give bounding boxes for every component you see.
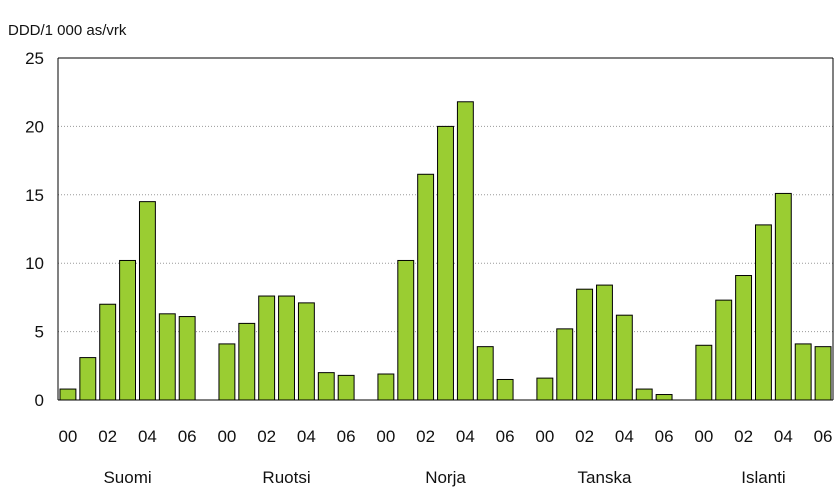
bar — [158, 313, 176, 401]
x-tick-label: 06 — [337, 427, 356, 446]
x-tick-label: 00 — [694, 427, 713, 446]
bar — [456, 101, 474, 401]
bar — [695, 344, 713, 401]
bar — [99, 303, 117, 401]
x-tick-label: 06 — [814, 427, 833, 446]
bar — [814, 346, 832, 401]
bar — [476, 346, 494, 401]
y-tick-label: 15 — [25, 186, 44, 205]
bar — [655, 394, 673, 401]
bar — [377, 373, 395, 401]
x-tick-label: 04 — [138, 427, 157, 446]
group-label: Tanska — [578, 468, 632, 487]
group-label: Suomi — [103, 468, 151, 487]
y-tick-label: 20 — [25, 117, 44, 136]
bar — [119, 259, 136, 401]
bar — [715, 299, 733, 401]
bar — [635, 388, 653, 401]
bar — [317, 372, 335, 401]
x-tick-label: 02 — [575, 427, 594, 446]
bar — [536, 377, 554, 401]
bar — [755, 224, 772, 401]
bar — [337, 374, 355, 401]
x-tick-label: 02 — [98, 427, 117, 446]
x-tick-label: 04 — [456, 427, 475, 446]
y-axis-label: DDD/1 000 as/vrk — [8, 22, 127, 39]
x-tick-label: 00 — [376, 427, 395, 446]
y-tick-label: 5 — [35, 323, 44, 342]
x-tick-label: 00 — [535, 427, 554, 446]
x-tick-label: 04 — [774, 427, 793, 446]
x-tick-label: 00 — [58, 427, 77, 446]
bar — [576, 288, 594, 401]
x-tick-label: 04 — [615, 427, 634, 446]
x-tick-label: 02 — [734, 427, 753, 446]
bar — [794, 343, 812, 401]
y-tick-label: 25 — [25, 49, 44, 68]
bar — [397, 259, 415, 401]
x-tick-label: 06 — [496, 427, 515, 446]
x-tick-label: 00 — [217, 427, 236, 446]
group-label: Islanti — [741, 468, 785, 487]
x-tick-label: 06 — [178, 427, 197, 446]
bar — [59, 388, 77, 401]
x-tick-label: 04 — [297, 427, 316, 446]
y-tick-label: 0 — [35, 391, 44, 410]
bar — [278, 295, 295, 401]
bar — [138, 201, 156, 401]
bar — [417, 173, 435, 401]
bar — [615, 314, 633, 401]
bar — [218, 343, 236, 401]
group-label: Norja — [425, 468, 466, 487]
bar — [178, 316, 196, 401]
bar — [258, 295, 276, 401]
bar — [79, 357, 97, 401]
x-tick-label: 06 — [655, 427, 674, 446]
bar — [437, 125, 454, 401]
bar — [735, 275, 753, 401]
bar — [774, 192, 792, 401]
bar — [556, 328, 574, 401]
x-tick-label: 02 — [416, 427, 435, 446]
bar — [596, 284, 613, 401]
bar — [496, 378, 514, 401]
group-label: Ruotsi — [262, 468, 310, 487]
bar — [297, 302, 315, 401]
bar — [238, 322, 256, 401]
y-tick-label: 10 — [25, 254, 44, 273]
x-tick-label: 02 — [257, 427, 276, 446]
